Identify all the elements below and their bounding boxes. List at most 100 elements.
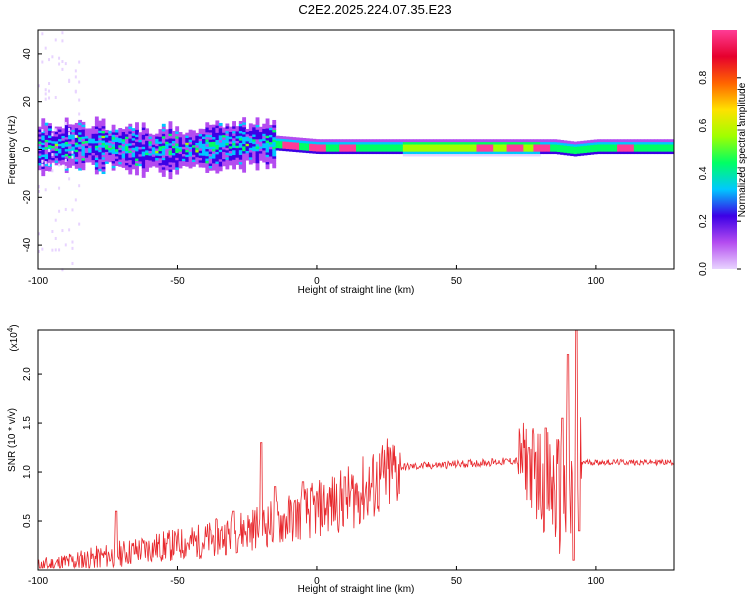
heatmap-cell — [64, 160, 69, 164]
heatmap-cell — [155, 136, 160, 139]
heatmap-cell — [235, 133, 240, 137]
heatmap-cell — [279, 140, 283, 144]
heatmap-cell — [419, 153, 424, 157]
heatmap-cell — [175, 133, 180, 137]
heatmap-cell — [108, 144, 113, 148]
heatmap-cell — [158, 138, 163, 142]
heatmap-cell — [265, 120, 270, 124]
heatmap-cell — [356, 146, 360, 150]
heatmap-cell — [74, 153, 79, 157]
snr-y-ticks: 0.51.01.52.0 — [22, 367, 42, 528]
heatmap-cell — [248, 137, 253, 141]
heatmap-cell — [195, 137, 200, 141]
heatmap-cell — [232, 164, 236, 167]
heatmap-cell — [242, 150, 247, 154]
heatmap-cell — [352, 139, 357, 143]
heatmap-cell — [81, 150, 86, 154]
heatmap-cell — [543, 146, 548, 150]
heatmap-cell — [165, 153, 170, 157]
heatmap-cell — [232, 135, 236, 139]
heatmap-cell — [148, 164, 153, 168]
heatmap-cell — [74, 139, 79, 143]
heatmap-cell — [543, 144, 548, 147]
heatmap-cell — [258, 131, 263, 135]
heatmap-cell — [536, 151, 541, 155]
heatmap-cell — [94, 128, 99, 132]
heatmap-cell — [141, 146, 146, 150]
heatmap-cell — [479, 153, 484, 157]
heatmap-cell — [198, 150, 203, 154]
heatmap-cell — [108, 137, 113, 141]
heatmap-cell — [235, 145, 240, 149]
heatmap-cell — [483, 139, 488, 143]
heatmap-cell — [68, 78, 71, 82]
heatmap-cell — [138, 148, 143, 152]
heatmap-cell — [469, 141, 474, 145]
heatmap-cell — [64, 153, 69, 157]
heatmap-cell — [131, 128, 136, 132]
heatmap-cell — [399, 144, 404, 147]
heatmap-cell — [292, 137, 297, 141]
heatmap-cell — [165, 160, 170, 164]
heatmap-cell — [516, 141, 521, 145]
colorbar-tick-label: 0.0 — [698, 262, 709, 276]
heatmap-cell — [191, 159, 196, 162]
heatmap-cell — [121, 141, 126, 144]
heatmap-cell — [71, 129, 76, 133]
heatmap-cell — [416, 151, 421, 155]
heatmap-cell — [212, 150, 216, 154]
heatmap-cell — [265, 139, 270, 143]
heatmap-cell — [205, 155, 210, 159]
heatmap-cell — [94, 145, 99, 149]
heatmap-cell — [272, 136, 277, 140]
heatmap-cell — [215, 122, 220, 126]
heatmap-cell — [165, 157, 170, 161]
heatmap-cell — [215, 129, 220, 133]
heatmap-cell — [275, 135, 280, 139]
heatmap-cell — [121, 143, 126, 147]
heatmap-cell — [228, 148, 233, 152]
heatmap-cell — [128, 126, 133, 130]
heatmap-cell — [305, 138, 310, 142]
heatmap-cell — [215, 170, 220, 174]
heatmap-cell — [627, 151, 631, 155]
heatmap-cell — [81, 126, 86, 130]
heatmap-cell — [305, 147, 310, 151]
heatmap-cell — [279, 145, 283, 149]
heatmap-cell — [272, 124, 277, 128]
heatmap-cell — [64, 131, 69, 135]
y-tick-label: 0.5 — [22, 514, 33, 528]
heatmap-cell — [114, 148, 119, 152]
heatmap-cell — [426, 139, 431, 143]
heatmap-cell — [382, 139, 387, 143]
heatmap-cell — [603, 144, 608, 147]
heatmap-cell — [125, 133, 129, 137]
heatmap-cell — [48, 148, 51, 152]
heatmap-cell — [68, 160, 72, 164]
heatmap-cell — [78, 155, 83, 159]
heatmap-cell — [68, 228, 71, 232]
heatmap-cell — [600, 148, 605, 152]
heatmap-cell — [449, 148, 454, 152]
heatmap-cell — [580, 150, 585, 154]
heatmap-cell — [54, 150, 59, 154]
heatmap-cell — [212, 129, 216, 133]
heatmap-cell — [489, 139, 494, 143]
heatmap-cell — [473, 146, 478, 150]
heatmap-cell — [48, 139, 52, 143]
heatmap-cell — [325, 146, 330, 150]
heatmap-cell — [232, 159, 236, 163]
heatmap-cell — [118, 149, 123, 153]
heatmap-cell — [366, 144, 370, 147]
heatmap-cell — [550, 141, 554, 145]
heatmap-cell — [637, 151, 642, 155]
heatmap-cell — [265, 166, 270, 170]
heatmap-cell — [188, 165, 193, 169]
heatmap-cell — [165, 141, 170, 145]
heatmap-cell — [168, 130, 173, 134]
heatmap-cell — [446, 141, 451, 145]
heatmap-cell — [238, 120, 243, 124]
heatmap-cell — [91, 128, 96, 132]
heatmap-cell — [392, 141, 397, 145]
heatmap-cell — [51, 143, 56, 147]
